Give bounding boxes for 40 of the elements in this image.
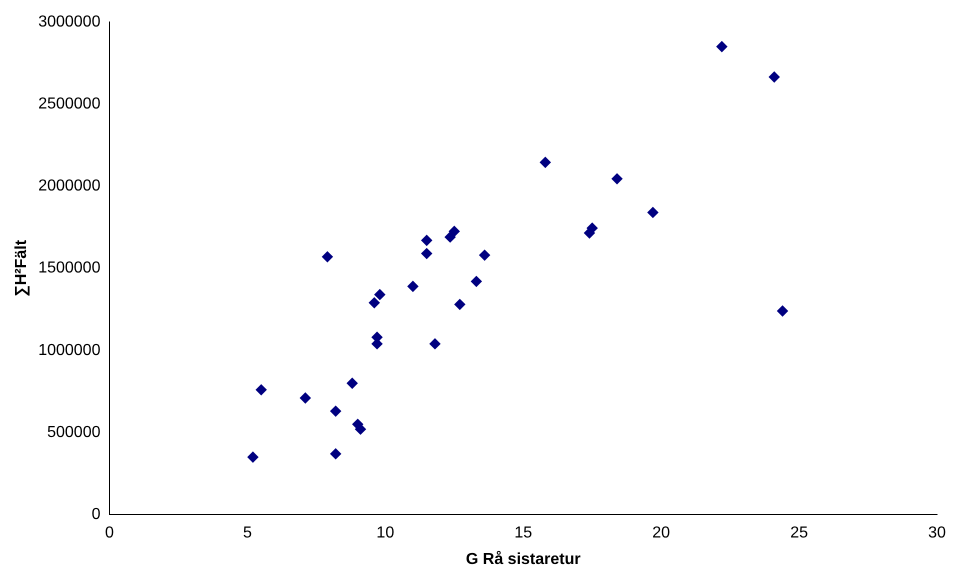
point	[421, 248, 432, 260]
point	[247, 452, 258, 463]
x-tick-label: 25	[790, 524, 808, 542]
y-tick-label: 2500000	[38, 96, 101, 113]
point	[777, 305, 788, 316]
point	[421, 234, 432, 246]
point	[479, 250, 490, 261]
x-tick-label: 15	[514, 524, 532, 542]
point	[768, 72, 780, 83]
y-tick-label: 3000000	[38, 13, 101, 30]
point	[448, 226, 460, 237]
point	[540, 156, 551, 168]
point	[716, 41, 728, 52]
y-tick-label: 2000000	[38, 178, 101, 195]
point	[256, 384, 267, 396]
point	[454, 298, 466, 310]
point	[330, 406, 342, 417]
point	[470, 276, 482, 287]
point	[374, 289, 386, 300]
y-tick-label: 1000000	[38, 342, 101, 359]
x-tick-label: 0	[105, 524, 114, 542]
point	[647, 206, 658, 218]
point	[368, 297, 380, 308]
point	[346, 378, 358, 389]
x-tick-label: 30	[928, 524, 946, 542]
point	[355, 424, 366, 435]
y-tick-label: 0	[92, 506, 101, 524]
point	[429, 338, 440, 350]
point	[300, 392, 311, 404]
y-axis-title: ∑H²Fält	[13, 239, 30, 297]
y-tick-label: 500000	[47, 424, 101, 441]
x-tick-label: 5	[242, 524, 252, 542]
x-axis-title: G Rå sistaretur	[466, 550, 581, 568]
x-tick-label: 10	[376, 524, 394, 542]
point	[407, 280, 418, 292]
point	[322, 251, 333, 262]
point	[612, 173, 623, 184]
point	[330, 448, 342, 460]
x-tick-label: 20	[652, 524, 670, 542]
y-tick-label: 1500000	[38, 260, 101, 277]
